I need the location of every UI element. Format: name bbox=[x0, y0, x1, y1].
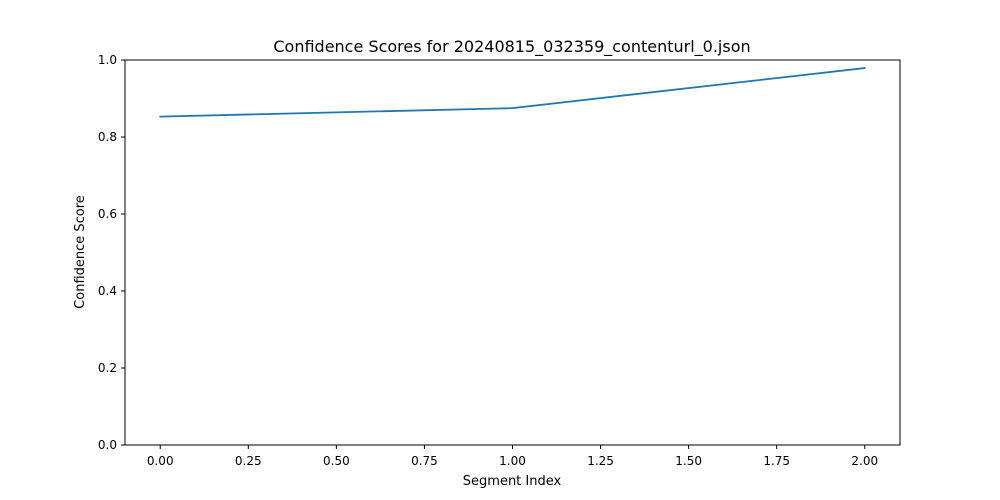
x-tick-label: 0.50 bbox=[323, 454, 350, 468]
y-axis-ticks: 0.0 0.2 0.4 0.6 0.8 1.0 bbox=[98, 53, 125, 452]
x-axis-ticks: 0.00 0.25 0.50 0.75 1.00 1.25 1.50 1.75 2.00 bbox=[147, 445, 878, 468]
x-tick-label: 0.25 bbox=[235, 454, 262, 468]
x-tick-label: 1.25 bbox=[587, 454, 614, 468]
y-tick-label: 0.8 bbox=[98, 130, 117, 144]
x-tick-label: 1.00 bbox=[499, 454, 526, 468]
x-tick-label: 1.50 bbox=[675, 454, 702, 468]
y-tick-label: 1.0 bbox=[98, 53, 117, 67]
x-tick-label: 0.00 bbox=[147, 454, 174, 468]
plot-area: 0.00 0.25 0.50 0.75 1.00 1.25 1.50 1.75 2.00 0.0… bbox=[98, 53, 901, 468]
data-point bbox=[159, 115, 162, 118]
data-point bbox=[511, 107, 514, 110]
y-tick-label: 0.4 bbox=[98, 284, 117, 298]
y-tick-label: 0.2 bbox=[98, 361, 117, 375]
y-tick-label: 0.0 bbox=[98, 438, 117, 452]
y-axis-label: Confidence Score bbox=[73, 195, 88, 309]
x-tick-label: 2.00 bbox=[851, 454, 878, 468]
chart-title: Confidence Scores for 20240815_032359_co… bbox=[273, 37, 750, 57]
x-axis-label: Segment Index bbox=[463, 474, 562, 489]
data-point bbox=[863, 67, 866, 69]
plot-frame bbox=[124, 59, 901, 446]
x-tick-label: 0.75 bbox=[411, 454, 438, 468]
series-layer bbox=[159, 67, 866, 118]
y-tick-label: 0.6 bbox=[98, 207, 117, 221]
x-tick-label: 1.75 bbox=[763, 454, 790, 468]
